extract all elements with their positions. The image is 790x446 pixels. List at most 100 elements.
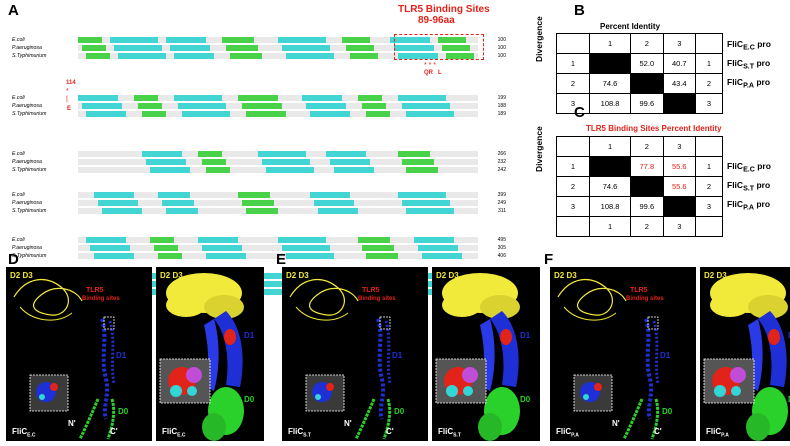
bottom-header: 2 <box>630 216 664 237</box>
domain-label-d1-right: D1 <box>520 331 531 340</box>
sequence-end-number: 305 <box>497 245 506 251</box>
conserved-segment <box>94 253 134 259</box>
conserved-segment <box>90 245 130 251</box>
species-label: P.aeruginosa <box>12 45 42 51</box>
conserved-segment <box>174 53 214 59</box>
ribbon-structure-panel: D2 D3 TLR5 Binding sites D1 D0 N' C' FliCE.C <box>6 267 152 441</box>
conserved-segment <box>202 245 242 251</box>
conserved-segment <box>398 151 430 157</box>
conserved-segment <box>146 159 186 165</box>
binding-site-box <box>394 34 484 60</box>
sequence-row <box>78 245 478 251</box>
structure-caption-right: FliCP.A <box>706 427 729 439</box>
conserved-segment <box>254 273 302 279</box>
bottom-header: 3 <box>662 216 697 237</box>
tlr5-label: TLR5 <box>362 287 380 294</box>
sequence-end-number: 311 <box>498 208 506 214</box>
ribbon-structure-panel: D2 D3 TLR5 Binding sites D1 D0 N' C' FliCS.T <box>282 267 428 441</box>
conserved-segment <box>114 45 162 51</box>
marker-114: 114 <box>66 80 76 86</box>
conserved-segment <box>402 200 450 206</box>
species-label: P.aeruginosa <box>12 103 42 109</box>
conserved-segment <box>446 53 474 59</box>
row-label-fliC-ec: FliCE.C pro <box>727 39 771 52</box>
conserved-segment <box>406 167 438 173</box>
domain-label-d0-right: D0 <box>244 395 255 404</box>
sequence-end-number: 406 <box>497 253 506 259</box>
col-header: 1 <box>588 33 632 54</box>
col-header: 1 <box>588 136 632 157</box>
table-cell: 55.6 <box>662 176 697 197</box>
col-header: 2 <box>630 136 664 157</box>
conserved-segment <box>206 253 246 259</box>
conserved-segment <box>178 103 226 109</box>
species-label: S.Typhimurium <box>12 111 47 117</box>
diagonal-cell <box>630 176 664 197</box>
surface-structure-panel: D2 D3 D1 D0 FliCS.T <box>432 267 540 441</box>
domain-label-d0-right: D0 <box>788 395 790 404</box>
diagonal-cell <box>662 93 697 114</box>
conserved-segment <box>398 53 438 59</box>
row-number: 3 <box>556 196 590 217</box>
domain-label-d2d3-right: D2 D3 <box>704 271 727 280</box>
conserved-segment <box>86 53 110 59</box>
structure-caption: FliCE.C <box>12 427 36 439</box>
row-number: 2 <box>556 73 590 94</box>
tlr5-title: TLR5 Binding Sites <box>398 4 490 15</box>
conserved-segment <box>238 95 278 101</box>
sequence-end-number: 232 <box>497 159 506 165</box>
domain-label-d2d3-right: D2 D3 <box>160 271 183 280</box>
conserved-segment <box>86 237 126 243</box>
conserved-segment <box>346 45 374 51</box>
conserved-segment <box>226 45 258 51</box>
col-header: 3 <box>662 136 697 157</box>
right-number: 1 <box>695 156 723 177</box>
species-label: S.Typhimurium <box>12 253 47 259</box>
conserved-segment <box>230 53 262 59</box>
panel-label-c: C <box>574 104 585 121</box>
domain-label-d0: D0 <box>662 407 673 416</box>
mutation-asterisks: * * * <box>424 62 437 69</box>
domain-label-d1-right: D1 <box>244 331 255 340</box>
table-cell: 99.6 <box>630 93 664 114</box>
ribbon-structure <box>13 279 116 440</box>
species-label: E.coli <box>12 192 25 198</box>
n-terminus-label: N' <box>344 419 352 428</box>
conserved-segment <box>174 95 222 101</box>
conserved-segment <box>102 208 142 214</box>
domain-label-d0: D0 <box>118 407 129 416</box>
conserved-segment <box>314 200 354 206</box>
sequence-row <box>78 208 478 214</box>
divergence-label-b: Divergence <box>534 16 544 62</box>
right-number: 1 <box>695 53 723 74</box>
conserved-segment <box>246 208 278 214</box>
conserved-segment <box>366 111 390 117</box>
surface-structure <box>703 273 788 441</box>
panel-label-e: E <box>276 251 287 268</box>
conserved-segment <box>238 192 270 198</box>
sequence-row <box>78 37 478 43</box>
conserved-segment <box>422 253 462 259</box>
marker-e: E <box>67 106 72 112</box>
sequence-row <box>78 103 478 109</box>
conserved-segment <box>142 151 182 157</box>
row-label-fliC-st-c: FliCS.T pro <box>727 180 771 193</box>
conserved-segment <box>306 103 346 109</box>
diagonal-cell <box>588 156 632 177</box>
conserved-segment <box>362 245 394 251</box>
conserved-segment <box>358 95 382 101</box>
conserved-segment <box>246 111 286 117</box>
conserved-segment <box>242 103 282 109</box>
tlr5-range: 89-96aa <box>418 15 455 26</box>
conserved-segment <box>78 95 118 101</box>
bottom-header: 1 <box>588 216 632 237</box>
species-label: E.coli <box>12 151 25 157</box>
conserved-segment <box>278 37 326 43</box>
right-number: 2 <box>695 176 723 197</box>
structure-caption: FliCS.T <box>288 427 311 439</box>
surface-structure-panel: D2 D3 D1 D0 FliCP.A <box>700 267 790 441</box>
conserved-segment <box>138 103 162 109</box>
conserved-segment <box>82 103 122 109</box>
conserved-segment <box>310 192 350 198</box>
conserved-segment <box>398 95 446 101</box>
